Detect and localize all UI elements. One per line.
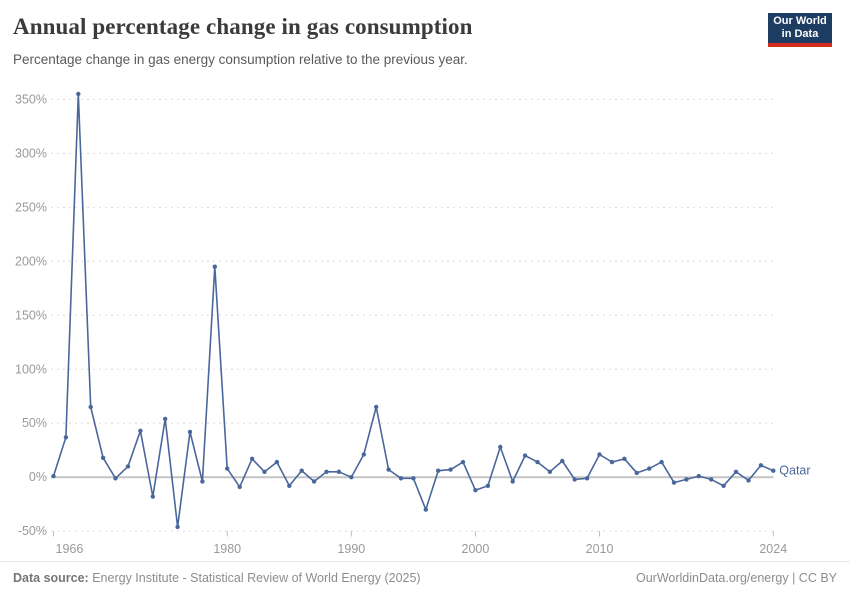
data-point[interactable]: [299, 468, 304, 473]
data-point[interactable]: [262, 469, 267, 474]
data-point[interactable]: [138, 428, 143, 433]
data-point[interactable]: [225, 466, 230, 471]
y-axis-tick-label: 0%: [29, 470, 47, 484]
data-point[interactable]: [398, 476, 404, 481]
data-point[interactable]: [522, 453, 528, 458]
data-point[interactable]: [597, 452, 602, 457]
data-point[interactable]: [622, 456, 627, 461]
data-point[interactable]: [336, 469, 342, 474]
x-axis-tick-label: 2024: [759, 542, 787, 556]
data-point[interactable]: [113, 476, 118, 481]
data-point[interactable]: [374, 404, 379, 410]
data-point[interactable]: [746, 478, 751, 483]
x-axis-tick-label: 2000: [462, 542, 490, 556]
data-point[interactable]: [187, 429, 193, 435]
data-point[interactable]: [560, 458, 565, 464]
x-axis-tick-label: 1966: [56, 542, 84, 556]
data-point[interactable]: [324, 469, 329, 474]
data-point[interactable]: [436, 468, 441, 473]
data-point[interactable]: [684, 477, 689, 482]
y-axis-tick-label: -50%: [18, 524, 47, 538]
data-point[interactable]: [460, 459, 466, 465]
data-point[interactable]: [200, 479, 205, 484]
data-point[interactable]: [125, 464, 131, 469]
data-point[interactable]: [175, 524, 180, 530]
owid-url-license-link[interactable]: OurWorldinData.org/energy | CC BY: [635, 571, 837, 585]
data-point[interactable]: [733, 469, 739, 474]
data-point[interactable]: [609, 459, 615, 465]
data-point[interactable]: [535, 459, 540, 465]
data-point[interactable]: [150, 494, 155, 499]
page-title: Annual percentage change in gas consumpt…: [13, 14, 473, 39]
data-line-qatar[interactable]: [52, 93, 775, 528]
data-point[interactable]: [386, 467, 391, 472]
data-point[interactable]: [76, 91, 81, 97]
data-point[interactable]: [212, 264, 217, 269]
data-point[interactable]: [572, 477, 577, 482]
y-axis-tick-label: 300%: [15, 146, 47, 160]
chart-subtitle: Percentage change in gas energy consumpt…: [13, 52, 468, 67]
data-point[interactable]: [659, 459, 664, 465]
data-point[interactable]: [163, 416, 168, 422]
data-source-note: Data source: Energy Institute - Statisti…: [13, 571, 421, 585]
data-point[interactable]: [547, 469, 553, 474]
data-point[interactable]: [473, 488, 478, 493]
data-point[interactable]: [349, 475, 354, 480]
y-axis-tick-label: 200%: [15, 254, 47, 268]
data-point[interactable]: [100, 455, 106, 460]
data-point[interactable]: [237, 484, 242, 490]
x-axis-tick-label: 2010: [586, 542, 614, 556]
data-point[interactable]: [411, 476, 416, 481]
data-source-label: Data source:: [13, 571, 89, 585]
owid-logo-line1: Our World: [773, 14, 827, 27]
data-point[interactable]: [448, 467, 453, 472]
y-axis-tick-label: 50%: [22, 416, 47, 430]
y-axis-tick-label: 100%: [15, 362, 47, 376]
data-point[interactable]: [249, 456, 255, 461]
owid-logo-line2: in Data: [781, 28, 819, 40]
data-point[interactable]: [709, 477, 714, 482]
chart-footer: Data source: Energy Institute - Statisti…: [0, 561, 850, 600]
data-point[interactable]: [51, 473, 56, 479]
data-point[interactable]: [63, 435, 69, 440]
data-point[interactable]: [758, 463, 764, 468]
data-point[interactable]: [510, 479, 515, 484]
x-axis-tick-label: 1990: [337, 542, 365, 556]
owid-logo[interactable]: Our World in Data: [768, 13, 832, 47]
data-source-text: Energy Institute - Statistical Review of…: [88, 571, 421, 585]
data-point[interactable]: [584, 476, 590, 481]
owid-logo-redbar: [768, 43, 832, 47]
y-axis-tick-label: 350%: [15, 92, 47, 106]
data-point[interactable]: [485, 483, 491, 488]
data-point[interactable]: [771, 468, 776, 473]
data-point[interactable]: [498, 444, 503, 450]
y-axis-tick-label: 150%: [15, 308, 47, 322]
owid-logo-box: Our World in Data: [768, 13, 832, 43]
y-axis-tick-label: 250%: [15, 200, 47, 214]
data-point[interactable]: [287, 483, 292, 488]
data-point[interactable]: [311, 479, 317, 484]
data-point[interactable]: [361, 452, 366, 457]
data-point[interactable]: [274, 459, 280, 465]
data-point[interactable]: [696, 473, 701, 479]
x-axis-tick-label: 1980: [213, 542, 241, 556]
data-point[interactable]: [671, 480, 677, 485]
series-entity-label: Qatar: [779, 464, 810, 478]
data-point[interactable]: [634, 470, 639, 476]
data-point[interactable]: [423, 507, 428, 512]
data-point[interactable]: [88, 404, 93, 410]
data-point[interactable]: [647, 466, 652, 471]
data-point[interactable]: [721, 483, 726, 488]
